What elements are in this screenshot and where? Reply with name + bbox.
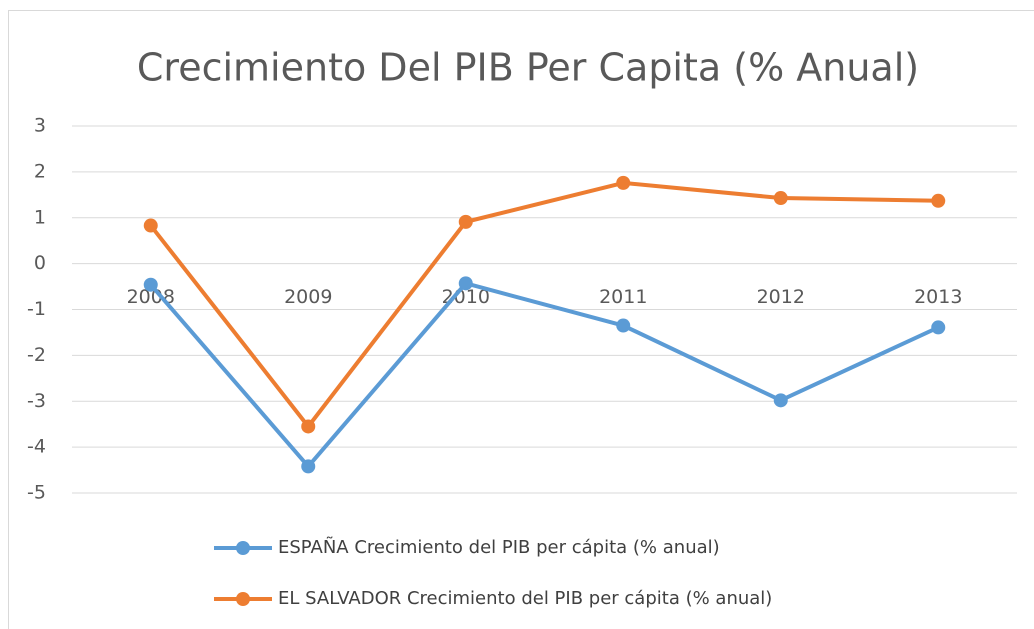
y-tick-label: -2: [27, 344, 46, 366]
x-tick-label: 2008: [127, 286, 175, 308]
x-tick-label: 2013: [914, 286, 962, 308]
y-tick-label: -3: [27, 390, 46, 412]
x-tick-label: 2012: [757, 286, 805, 308]
y-tick-label: -5: [27, 482, 46, 504]
data-point: [931, 320, 946, 335]
y-tick-label: -1: [27, 298, 46, 320]
data-point: [616, 175, 631, 190]
y-tick-label: 0: [34, 252, 46, 274]
data-point: [773, 393, 788, 408]
x-tick-label: 2011: [599, 286, 647, 308]
data-point: [458, 276, 473, 291]
data-point: [458, 214, 473, 229]
y-tick-label: 2: [34, 160, 46, 182]
data-point: [143, 277, 158, 292]
y-tick-label: 1: [34, 206, 46, 228]
legend-label: EL SALVADOR Crecimiento del PIB per cápi…: [278, 588, 772, 609]
x-tick-label: 2009: [284, 286, 332, 308]
data-point: [143, 218, 158, 233]
x-tick-label: 2010: [442, 286, 490, 308]
data-point: [301, 459, 316, 474]
y-tick-label: -4: [27, 436, 46, 458]
series-line: [149, 281, 940, 469]
chart-border: [8, 10, 1034, 629]
data-point: [931, 193, 946, 208]
y-tick-label: 3: [34, 115, 46, 137]
data-point: [616, 318, 631, 333]
data-point: [773, 191, 788, 206]
chart-title: Crecimiento Del PIB Per Capita (% Anual): [137, 46, 919, 90]
legend-marker: [236, 592, 250, 606]
data-point: [301, 419, 316, 434]
legend-label: ESPAÑA Crecimiento del PIB per cápita (%…: [278, 536, 720, 558]
legend-marker: [236, 541, 250, 555]
series-line: [149, 180, 939, 429]
